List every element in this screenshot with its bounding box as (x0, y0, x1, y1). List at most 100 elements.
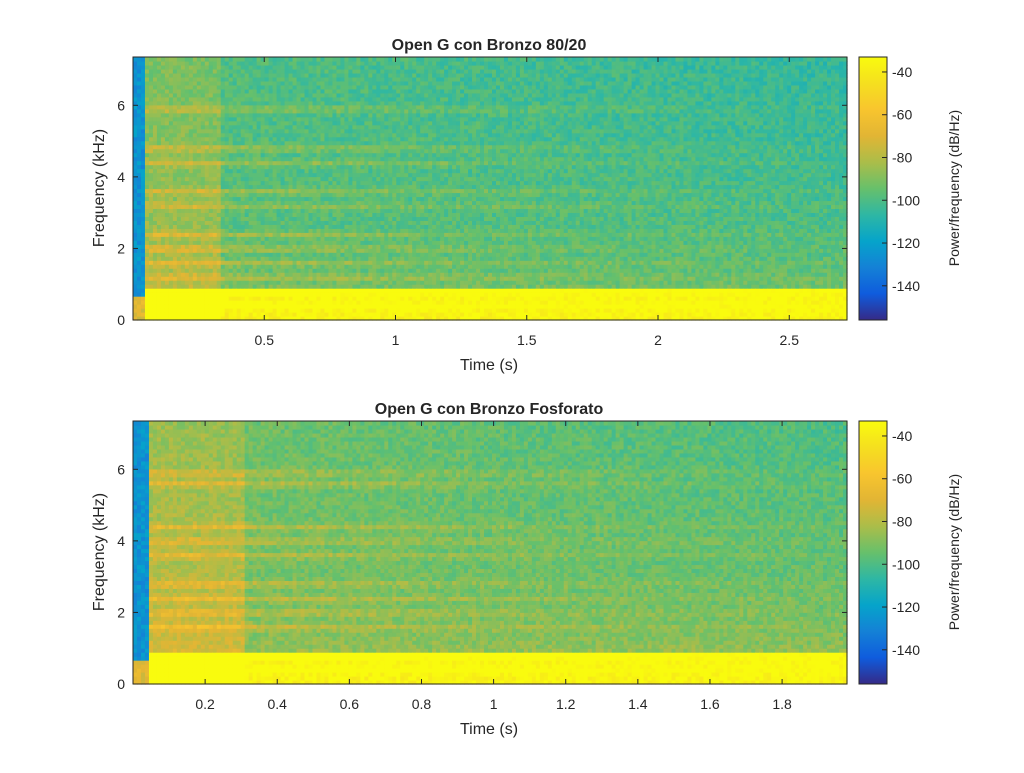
spectrogram-cell (412, 148, 417, 154)
spectrogram-cell (212, 104, 218, 110)
spectrogram-cell (224, 264, 230, 269)
spectrogram-cell (304, 316, 310, 321)
spectrogram-cell (360, 76, 365, 82)
spectrogram-cell (220, 300, 226, 305)
spectrogram-cell (148, 184, 154, 190)
spectrogram-cell (244, 204, 250, 210)
spectrogram-cell (316, 192, 322, 198)
spectrogram-cell (192, 144, 198, 150)
spectrogram-cell (372, 292, 377, 297)
spectrogram-cell (196, 216, 202, 221)
spectrogram-cell (144, 316, 150, 321)
spectrogram-cell (408, 112, 413, 118)
spectrogram-cell (156, 280, 162, 285)
spectrogram-cell (380, 256, 385, 261)
spectrogram-cell (208, 140, 214, 146)
spectrogram-cell (364, 132, 369, 138)
spectrogram-cell (300, 116, 306, 122)
spectrogram-cell (144, 132, 150, 138)
spectrogram-cell (276, 200, 282, 206)
spectrogram-cell (136, 312, 142, 317)
spectrogram-cell (236, 120, 242, 126)
spectrogram-cell (344, 84, 349, 90)
spectrogram-cell (200, 216, 206, 221)
spectrogram-cell (428, 260, 433, 265)
spectrogram-cell (304, 276, 310, 281)
spectrogram-cell (168, 224, 174, 229)
spectrogram-cell (148, 132, 154, 138)
spectrogram-cell (236, 248, 242, 253)
spectrogram-cell (264, 148, 270, 154)
spectrogram-cell (356, 284, 361, 289)
spectrogram-cell (156, 176, 162, 182)
spectrogram-cell (384, 248, 389, 253)
spectrogram-cell (400, 136, 405, 142)
spectrogram-cell (212, 80, 218, 86)
spectrogram-cell (316, 304, 322, 309)
spectrogram-cell (324, 136, 330, 142)
spectrogram-cell (352, 124, 357, 130)
spectrogram-cell (204, 236, 210, 241)
spectrogram-cell (428, 57, 433, 62)
spectrogram-cell (428, 180, 433, 186)
spectrogram-cell (184, 140, 190, 146)
spectrogram-cell (328, 92, 334, 98)
spectrogram-cell (156, 160, 162, 166)
spectrogram-cell (300, 172, 306, 178)
spectrogram-cell (256, 128, 262, 134)
spectrogram-cell (384, 204, 389, 210)
spectrogram-cell (376, 192, 381, 198)
spectrogram-cell (432, 160, 437, 166)
spectrogram-cell (240, 264, 246, 269)
spectrogram-cell (392, 160, 397, 166)
spectrogram-cell (292, 260, 298, 265)
spectrogram-cell (236, 244, 242, 249)
spectrogram-cell (268, 316, 274, 321)
spectrogram-cell (284, 184, 290, 190)
spectrogram-cell (216, 316, 222, 321)
spectrogram-cell (316, 96, 322, 102)
spectrogram-cell (300, 228, 306, 233)
spectrogram-cell (136, 96, 142, 102)
spectrogram-cell (172, 304, 178, 309)
spectrogram-cell (276, 96, 282, 102)
spectrogram-cell (256, 176, 262, 182)
spectrogram-cell (244, 164, 250, 170)
spectrogram-cell (284, 164, 290, 170)
spectrogram-cell (208, 100, 214, 106)
spectrogram-cell (216, 160, 222, 166)
spectrogram-cell (384, 136, 389, 142)
spectrogram-cell (240, 104, 246, 110)
spectrogram-cell (172, 252, 178, 257)
spectrogram-cell (320, 164, 326, 170)
spectrogram-cell (396, 180, 401, 186)
spectrogram-cell (232, 212, 238, 217)
spectrogram-cell (368, 76, 373, 82)
spectrogram-cell (396, 152, 401, 158)
spectrogram-cell (420, 252, 425, 257)
spectrogram-cell (320, 96, 326, 102)
spectrogram-cell (392, 76, 397, 82)
spectrogram-cell (328, 244, 334, 249)
spectrogram-cell (276, 260, 282, 265)
spectrogram-cell (384, 68, 389, 74)
spectrogram-cell (136, 188, 142, 194)
spectrogram-cell (180, 224, 186, 229)
spectrogram-cell (208, 148, 214, 154)
spectrogram-cell (148, 168, 154, 174)
spectrogram-cell (396, 128, 401, 134)
spectrogram-cell (220, 184, 226, 190)
spectrogram-cell (284, 88, 290, 94)
spectrogram-cell (216, 140, 222, 146)
spectrogram-cell (140, 104, 146, 110)
spectrogram-cell (320, 192, 326, 198)
spectrogram-cell (368, 284, 373, 289)
spectrogram-cell (328, 236, 334, 241)
spectrogram-cell (168, 216, 174, 221)
spectrogram-cell (156, 84, 162, 90)
spectrogram-cell (420, 296, 425, 301)
spectrogram-cell (392, 228, 397, 233)
spectrogram-cell (133, 304, 138, 309)
spectrogram-cell (408, 180, 413, 186)
spectrogram-cell (388, 220, 393, 225)
